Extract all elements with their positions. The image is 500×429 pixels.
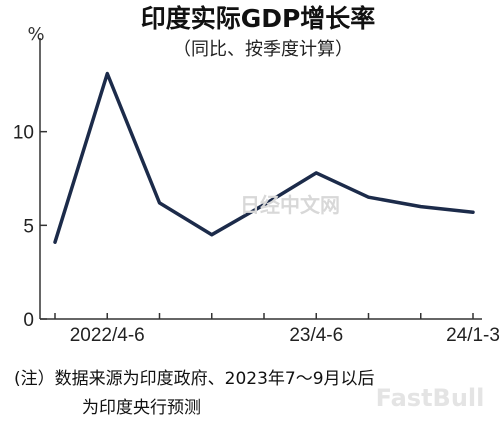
y-tick-label: 0 — [23, 310, 34, 331]
x-axis-ticks: 2022/4-6 23/4-6 24/1-3 — [54, 313, 500, 346]
x-tick-label: 23/4-6 — [289, 325, 343, 346]
note-line-1: (注）数据来源为印度政府、2023年7～9月以后 — [14, 369, 375, 389]
chart-axes — [39, 38, 482, 320]
note-line-2: 为印度央行预测 — [82, 398, 201, 418]
chart-subtitle: （同比、按季度计算） — [173, 39, 353, 60]
chart-title: 印度实际GDP增长率 — [141, 4, 376, 33]
x-tick-label: 2022/4-6 — [70, 325, 145, 346]
watermark-center: 日经中文网 — [240, 193, 340, 217]
watermark-corner: FastBull — [376, 384, 485, 412]
x-tick-label: 24/1-3 — [446, 325, 500, 346]
y-tick-label: 5 — [23, 216, 34, 237]
series-group — [53, 71, 475, 244]
y-tick-label: 10 — [13, 123, 34, 144]
y-axis-ticks: 0 5 10 — [13, 123, 47, 331]
y-axis-unit-label: % — [27, 24, 44, 45]
